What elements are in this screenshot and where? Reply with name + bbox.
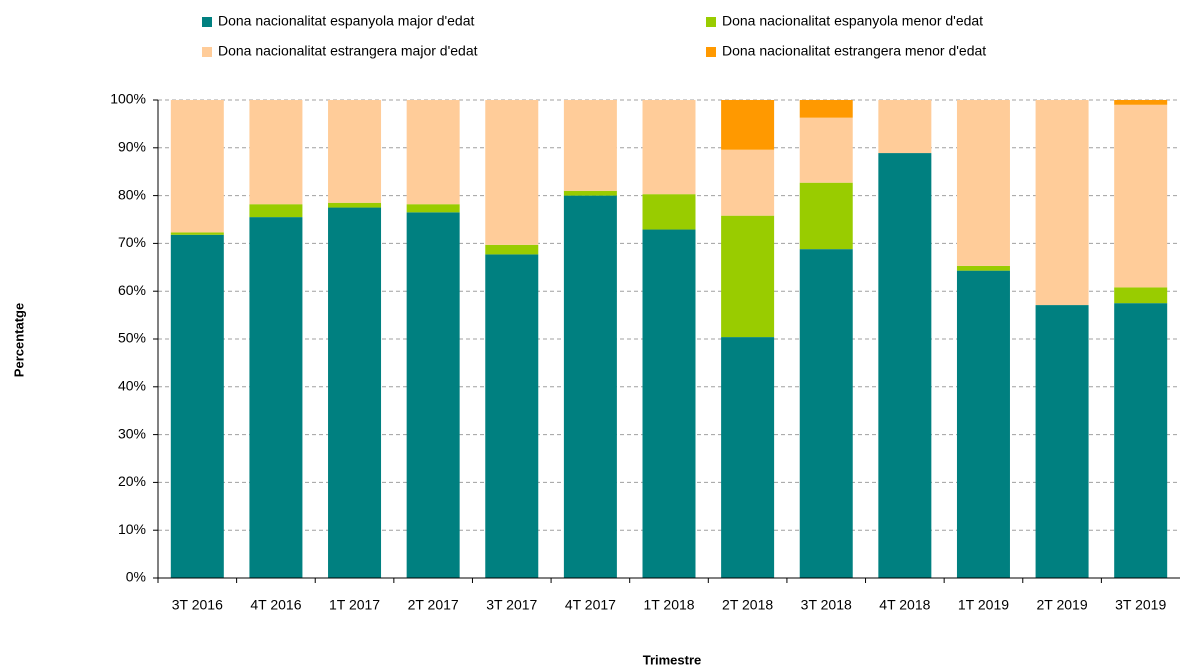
bar-segment <box>563 190 617 196</box>
legend-swatch <box>202 17 212 27</box>
y-tick-label: 80% <box>118 186 146 202</box>
x-tick-label: 3T 2018 <box>801 597 852 613</box>
bar-segment <box>956 100 1010 266</box>
bar-segment <box>721 149 775 216</box>
bar-segment <box>799 182 853 250</box>
bar-segment <box>170 234 224 578</box>
bar-segment <box>1114 104 1168 288</box>
legend-swatch <box>202 47 212 57</box>
bar-segment <box>1114 100 1168 105</box>
bar-segment <box>1114 287 1168 304</box>
legend-label: Dona nacionalitat espanyola menor d'edat <box>722 13 983 29</box>
x-tick-label: 4T 2018 <box>879 597 930 613</box>
legend-swatch <box>706 17 716 27</box>
x-tick-label: 2T 2017 <box>408 597 459 613</box>
x-tick-label: 2T 2018 <box>722 597 773 613</box>
x-tick-label: 3T 2019 <box>1115 597 1166 613</box>
bar-segment <box>563 195 617 578</box>
x-tick-label: 2T 2019 <box>1037 597 1088 613</box>
legend-swatch <box>706 47 716 57</box>
legend-label: Dona nacionalitat espanyola major d'edat <box>218 13 475 29</box>
y-tick-label: 0% <box>126 569 146 585</box>
bar-segment <box>328 207 382 579</box>
bar-segment <box>642 194 696 230</box>
y-tick-label: 10% <box>118 521 146 537</box>
bar-segment <box>406 100 460 205</box>
y-tick-label: 50% <box>118 330 146 346</box>
bar-segment <box>721 337 775 578</box>
x-tick-label: 4T 2016 <box>250 597 301 613</box>
bar-segment <box>563 100 617 191</box>
bar-segment <box>799 100 853 118</box>
bar-segment <box>249 204 303 218</box>
x-tick-label: 3T 2017 <box>486 597 537 613</box>
bar-segment <box>878 153 932 579</box>
bar-segment <box>642 100 696 195</box>
bar-segment <box>799 117 853 183</box>
legend-label: Dona nacionalitat estrangera menor d'eda… <box>722 43 986 59</box>
bar-segment <box>642 229 696 578</box>
y-tick-label: 20% <box>118 473 146 489</box>
bar-segment <box>799 249 853 579</box>
bar-segment <box>956 270 1010 578</box>
bar-segment <box>485 244 539 255</box>
bar-segment <box>406 212 460 578</box>
bar-segment <box>721 215 775 338</box>
x-tick-label: 1T 2017 <box>329 597 380 613</box>
bar-segment <box>878 100 932 154</box>
bar-segment <box>170 100 224 233</box>
x-tick-label: 1T 2018 <box>643 597 694 613</box>
y-tick-label: 40% <box>118 378 146 394</box>
y-tick-label: 60% <box>118 282 146 298</box>
y-tick-label: 100% <box>110 91 146 107</box>
y-tick-label: 70% <box>118 234 146 250</box>
bar-segment <box>485 100 539 245</box>
y-tick-label: 90% <box>118 139 146 155</box>
bar-segment <box>170 232 224 235</box>
bar-segment <box>721 100 775 150</box>
bar-segment <box>1035 305 1089 578</box>
bar-segment <box>1114 303 1168 578</box>
bar-segment <box>328 100 382 203</box>
bar-segment <box>249 100 303 205</box>
bar-segment <box>249 217 303 579</box>
x-tick-label: 3T 2016 <box>172 597 223 613</box>
x-axis-label: Trimestre <box>643 652 702 667</box>
bar-segment <box>406 204 460 213</box>
bar-segment <box>1035 100 1089 306</box>
bar-segment <box>956 265 1010 271</box>
y-axis-label: Percentatge <box>11 303 26 377</box>
y-tick-label: 30% <box>118 425 146 441</box>
legend-label: Dona nacionalitat estrangera major d'eda… <box>218 43 478 59</box>
x-tick-label: 1T 2019 <box>958 597 1009 613</box>
x-tick-label: 4T 2017 <box>565 597 616 613</box>
bar-segment <box>328 202 382 208</box>
bar-segment <box>485 254 539 579</box>
